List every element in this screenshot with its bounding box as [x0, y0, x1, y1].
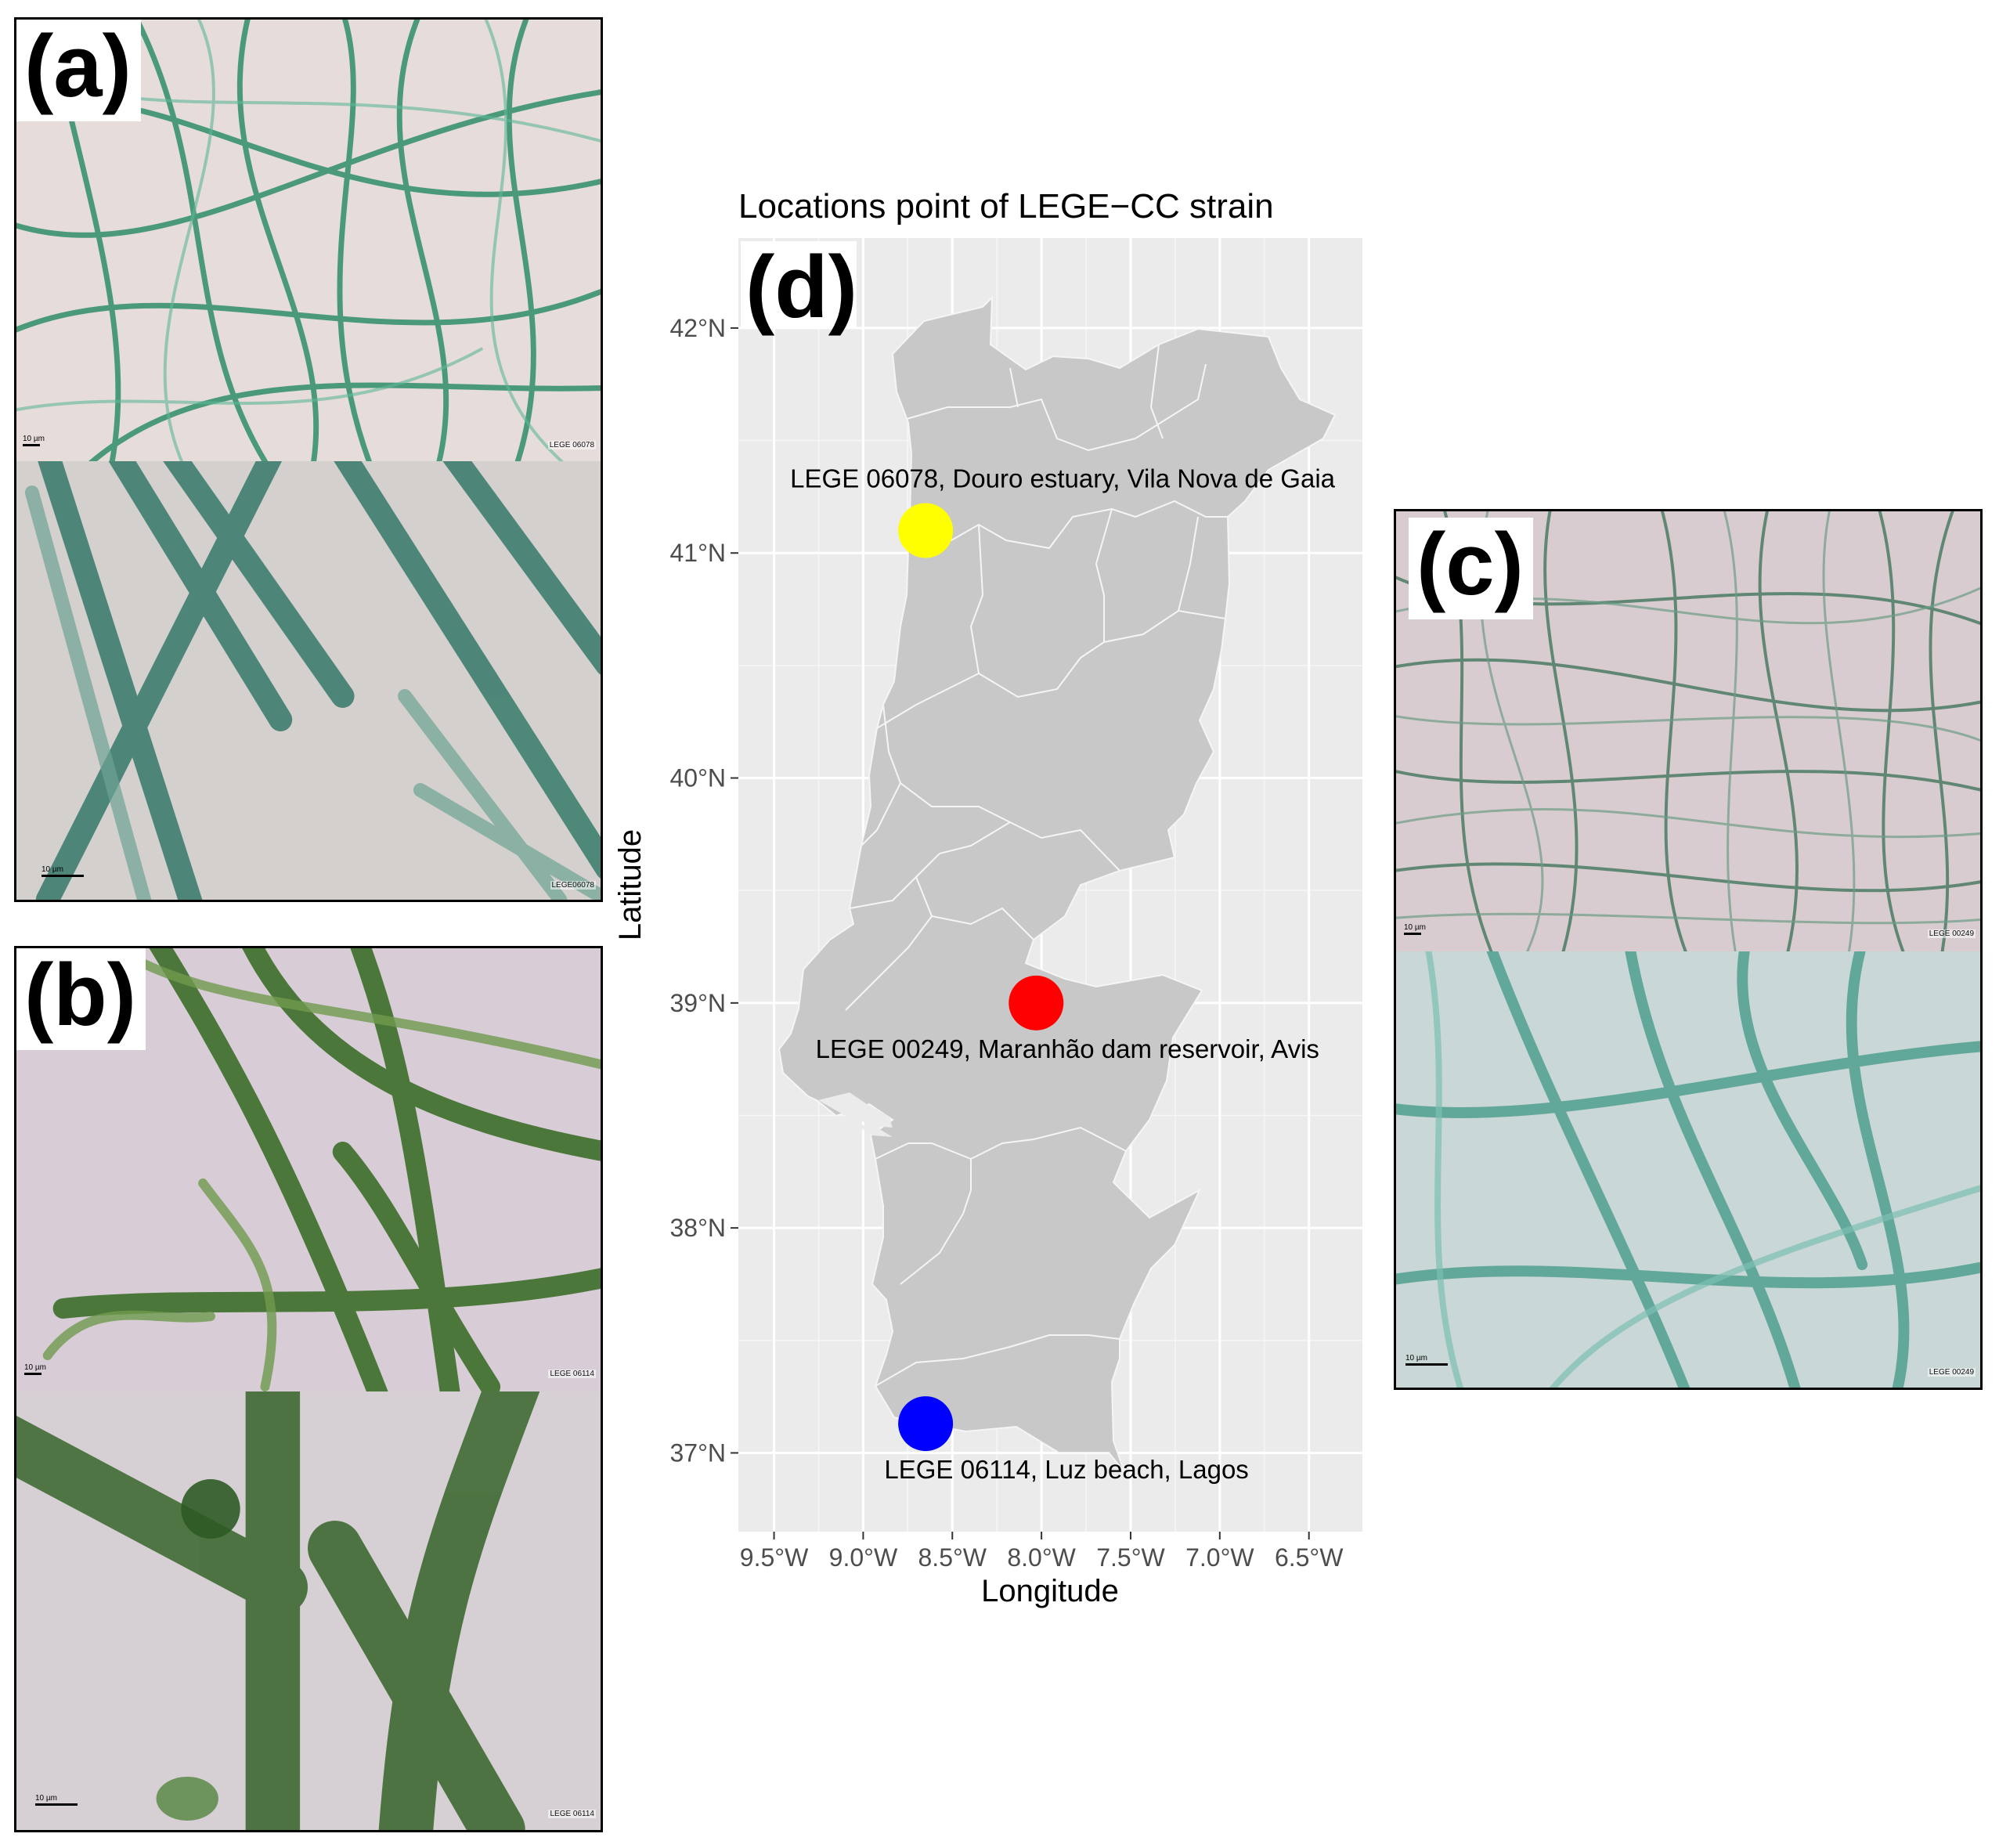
y-tick-label: 40°N	[670, 764, 727, 792]
micrograph-b-bottom-image	[16, 1391, 601, 1830]
micrograph-b-top-image	[16, 948, 601, 1391]
portugal-landmass	[778, 295, 1337, 1473]
sado-estuary	[853, 1124, 893, 1137]
strain-tag-a-top: LEGE 06078	[547, 441, 596, 449]
x-tick-label: 9.5°W	[740, 1543, 809, 1572]
scale-bar-c-bottom: 10 µm	[1405, 1354, 1448, 1366]
scale-bar-c-top-label: 10 µm	[1404, 923, 1426, 932]
x-tick-label: 7.5°W	[1096, 1543, 1165, 1572]
scale-bar-b-top: 10 µm	[24, 1363, 46, 1375]
y-tick-label: 39°N	[670, 989, 727, 1017]
strain-tag-c-bottom: LEGE 00249	[1927, 1368, 1976, 1377]
y-tick-label: 41°N	[670, 539, 727, 567]
strain-location-point	[1009, 975, 1064, 1030]
micrograph-c-bottom-image	[1396, 951, 1980, 1388]
map-panel-label: (d)	[745, 238, 857, 336]
micrograph-c-bottom	[1396, 951, 1980, 1388]
micrograph-a-bottom	[16, 461, 601, 900]
strain-location-point	[898, 1396, 954, 1452]
scale-bar-b-bottom-label: 10 µm	[35, 1794, 57, 1803]
strain-tag-b-bottom: LEGE 06114	[548, 1810, 596, 1818]
panel-b: 10 µm LEGE 06114 10 µm LEGE 06114 (b)	[14, 946, 603, 1832]
panel-c-label: (c)	[1409, 518, 1533, 619]
strain-location-label: LEGE 00249, Maranhão dam reservoir, Avis	[816, 1034, 1319, 1063]
x-tick-label: 8.0°W	[1007, 1543, 1076, 1572]
micrograph-b-bottom	[16, 1391, 601, 1830]
scale-bar-a-bottom: 10 µm	[41, 865, 84, 877]
x-tick-label: 6.5°W	[1275, 1543, 1344, 1572]
district-borders	[845, 344, 1228, 1387]
micrograph-a-top	[16, 20, 601, 461]
panel-c: 10 µm LEGE 00249 10 µm LEGE 00249 (c)	[1394, 509, 1983, 1390]
strain-tag-c-top: LEGE 00249	[1927, 929, 1976, 938]
tagus-estuary	[818, 1092, 893, 1128]
map-panel-label-background	[741, 241, 857, 327]
micrograph-b-top	[16, 948, 601, 1391]
y-tick-label: 42°N	[670, 314, 727, 342]
micrograph-a-bottom-image	[16, 461, 601, 900]
micrograph-a-top-image	[16, 20, 601, 461]
portugal-outline	[778, 295, 1337, 1473]
strain-location-label: LEGE 06078, Douro estuary, Vila Nova de …	[790, 464, 1335, 493]
panel-a: 10 µm LEGE 06078 10 µm LEGE06078 (a)	[14, 17, 603, 902]
map-axis-ticks: 9.5°W 9.0°W 8.5°W 8.0°W 7.5°W 7.0°W 6.5°W 37°N 3…	[670, 314, 1344, 1572]
scale-bar-a-top: 10 µm	[23, 435, 45, 446]
map-y-axis-label: Latitude	[613, 829, 648, 940]
x-tick-label: 8.5°W	[918, 1543, 987, 1572]
scale-bar-b-bottom: 10 µm	[35, 1794, 78, 1806]
scale-bar-a-top-label: 10 µm	[23, 435, 45, 443]
panel-b-label: (b)	[16, 948, 146, 1050]
strain-tag-a-bottom: LEGE06078	[550, 881, 596, 890]
y-tick-label: 38°N	[670, 1214, 727, 1242]
scale-bar-a-bottom-label: 10 µm	[41, 865, 63, 874]
strain-tag-b-top: LEGE 06114	[548, 1370, 596, 1378]
y-tick-label: 37°N	[670, 1438, 727, 1467]
strain-points: LEGE 06078, Douro estuary, Vila Nova de …	[790, 464, 1335, 1484]
scale-bar-c-bottom-label: 10 µm	[1405, 1354, 1427, 1363]
map-title: Locations point of LEGE−CC strain	[738, 187, 1274, 226]
strain-location-point	[898, 503, 954, 558]
panel-a-label: (a)	[16, 20, 141, 121]
map-x-axis-label: Longitude	[981, 1574, 1119, 1608]
x-tick-label: 9.0°W	[829, 1543, 898, 1572]
x-tick-label: 7.0°W	[1185, 1543, 1254, 1572]
scale-bar-c-top: 10 µm	[1404, 923, 1426, 935]
scale-bar-b-top-label: 10 µm	[24, 1363, 46, 1372]
strain-location-label: LEGE 06114, Luz beach, Lagos	[884, 1455, 1248, 1484]
